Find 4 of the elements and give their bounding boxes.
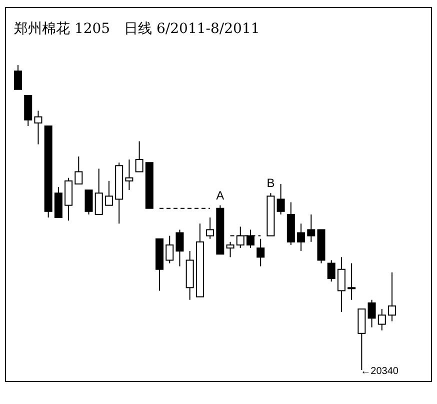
chart-title: 郑州棉花 1205 日线 6/2011-8/2011 xyxy=(14,21,260,37)
annotation: A xyxy=(216,188,224,202)
annotation: ←20340 xyxy=(360,366,399,377)
annotation: B xyxy=(266,176,275,190)
